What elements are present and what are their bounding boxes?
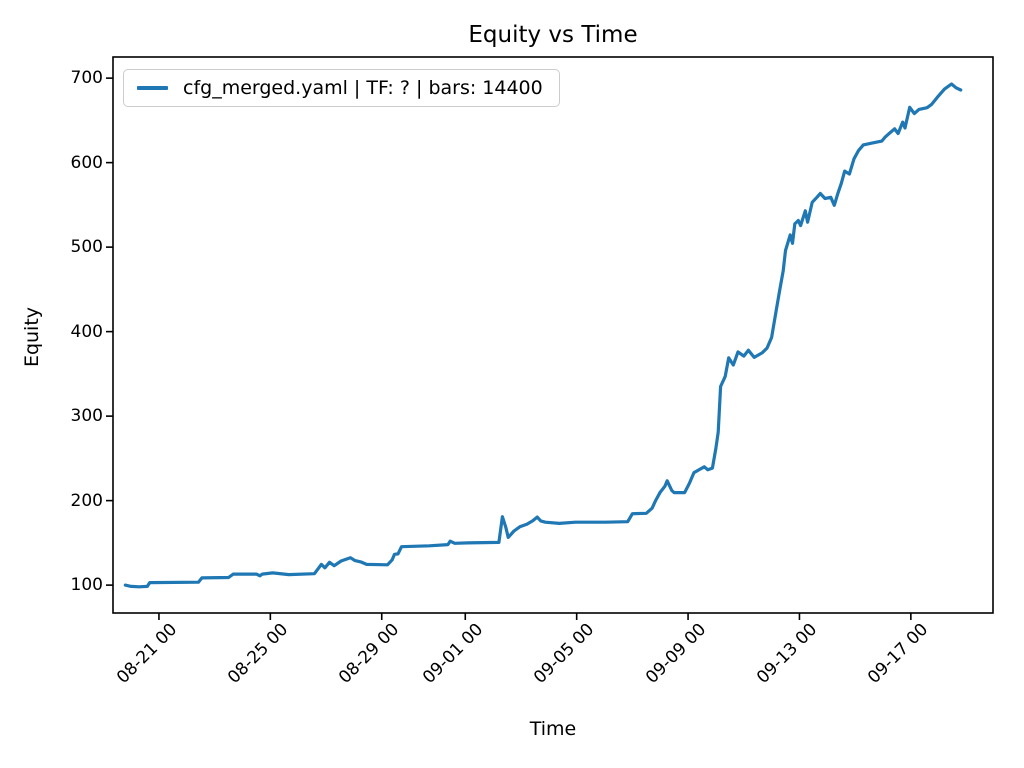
y-tick-label: 300 xyxy=(70,406,103,427)
y-tick-label: 100 xyxy=(70,575,103,596)
y-tick-label: 200 xyxy=(70,490,103,511)
y-tick-label: 400 xyxy=(70,321,103,342)
y-tick-label: 700 xyxy=(70,68,103,89)
y-tick-label: 500 xyxy=(70,237,103,258)
legend: cfg_merged.yaml | TF: ? | bars: 14400 xyxy=(123,69,560,107)
chart-title: Equity vs Time xyxy=(468,22,638,48)
legend-label: cfg_merged.yaml | TF: ? | bars: 14400 xyxy=(183,77,543,99)
equity-line xyxy=(123,82,963,589)
axes-spines xyxy=(112,56,994,614)
legend-line-sample xyxy=(137,86,168,90)
x-axis-label: Time xyxy=(529,718,577,740)
y-tick-label: 600 xyxy=(70,152,103,173)
